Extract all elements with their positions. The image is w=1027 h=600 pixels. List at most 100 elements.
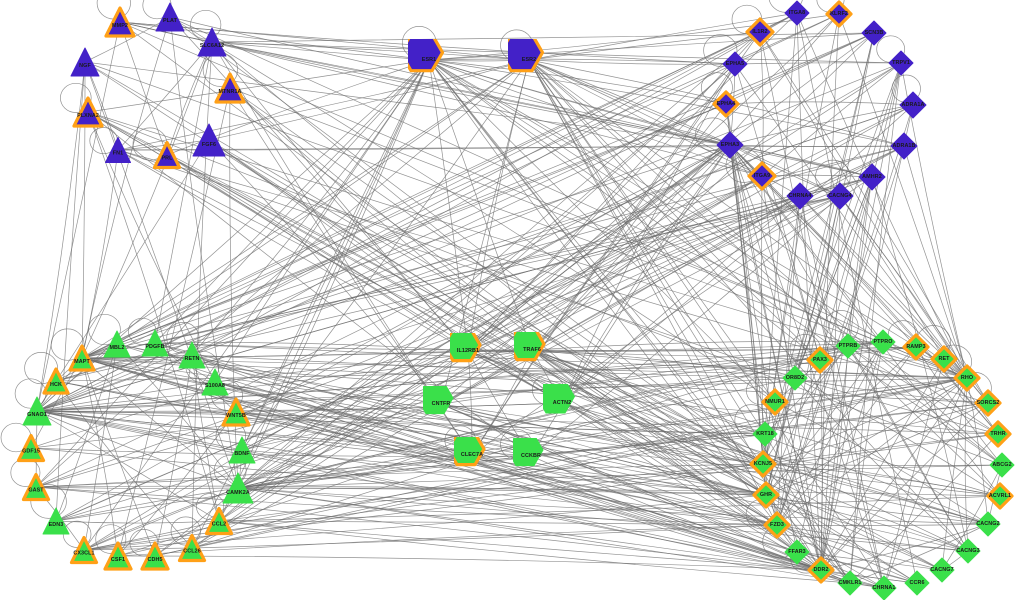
graph-node-csf1[interactable]: CSF1 bbox=[101, 539, 135, 573]
self-loop-edge bbox=[190, 9, 222, 40]
graph-node-gnao1[interactable]: GNAO1 bbox=[19, 393, 55, 429]
graph-node-il12rb1[interactable]: IL12RB1 bbox=[450, 333, 486, 369]
graph-node-il1r2[interactable]: IL1R2 bbox=[744, 16, 776, 48]
graph-node-acvrl1[interactable]: ACVRL1 bbox=[985, 481, 1015, 511]
graph-edge bbox=[528, 59, 778, 526]
graph-node-cacng4[interactable]: CACNG4 bbox=[824, 180, 856, 212]
graph-edge bbox=[229, 87, 822, 571]
graph-edge bbox=[218, 495, 1001, 522]
graph-node-camk2a[interactable]: CAMK2A bbox=[219, 469, 257, 507]
graph-node-abcg2[interactable]: ABCG2 bbox=[987, 450, 1017, 480]
graph-node-kcnj5[interactable]: KCNJ5 bbox=[748, 449, 778, 479]
graph-edge bbox=[116, 103, 727, 345]
graph-edge bbox=[154, 354, 193, 557]
graph-node-amhr2[interactable]: AMHR2 bbox=[856, 161, 888, 193]
graph-edge bbox=[528, 59, 776, 403]
graph-node-mmp2[interactable]: MMP2 bbox=[102, 4, 138, 40]
graph-node-plat[interactable]: PLAT bbox=[152, 0, 188, 35]
graph-node-slc6a12[interactable]: SLC6A12 bbox=[194, 24, 230, 60]
graph-edge bbox=[528, 59, 1003, 466]
graph-edge bbox=[796, 62, 902, 553]
graph-edge bbox=[218, 144, 731, 522]
graph-edge bbox=[241, 59, 530, 451]
graph-node-fzd3[interactable]: FZD3 bbox=[762, 510, 792, 540]
graph-edge bbox=[820, 402, 989, 571]
graph-node-sorcs2[interactable]: SORCS2 bbox=[973, 388, 1003, 418]
graph-node-cntfr[interactable]: CNTFR bbox=[423, 386, 459, 422]
graph-node-cmklr1[interactable]: CMKLR1 bbox=[835, 568, 865, 598]
graph-edge bbox=[229, 87, 764, 465]
graph-node-actn2[interactable]: ACTN2 bbox=[543, 384, 581, 422]
graph-edge bbox=[440, 403, 798, 553]
graph-edge bbox=[169, 16, 764, 465]
graph-node-trpv1[interactable]: TRPV1 bbox=[886, 48, 916, 78]
graph-node-mbl2[interactable]: MBL2 bbox=[100, 327, 134, 361]
graph-edge bbox=[154, 59, 430, 344]
graph-node-scn3b[interactable]: SCN3B bbox=[859, 18, 889, 48]
graph-node-epha4[interactable]: EPHA4 bbox=[711, 89, 741, 119]
graph-edge bbox=[83, 487, 239, 551]
graph-edge bbox=[440, 403, 822, 571]
graph-node-ghr[interactable]: GHR bbox=[751, 480, 781, 510]
graph-node-esr2[interactable]: ESR2 bbox=[508, 39, 550, 81]
graph-node-pdgfb[interactable]: PDGFB bbox=[138, 326, 172, 360]
graph-edge bbox=[30, 346, 917, 449]
graph-node-gast[interactable]: GAST bbox=[20, 471, 53, 504]
graph-node-chrna4[interactable]: CHRNA4 bbox=[784, 180, 816, 212]
graph-edge bbox=[87, 111, 533, 351]
graph-node-bdnf[interactable]: BDNF bbox=[225, 433, 259, 467]
graph-node-trhr[interactable]: TRHR bbox=[983, 419, 1013, 449]
graph-edge bbox=[84, 61, 767, 496]
graph-edge bbox=[528, 59, 885, 589]
graph-node-cacng2[interactable]: CACNG2 bbox=[973, 509, 1003, 539]
graph-node-ptprb[interactable]: PTPRB bbox=[833, 331, 863, 361]
graph-node-cckbr[interactable]: CCKBR bbox=[513, 438, 549, 474]
graph-node-itga9[interactable]: ITGA9 bbox=[746, 160, 778, 192]
graph-edge bbox=[30, 447, 778, 526]
graph-node-adra1a[interactable]: ADRA1A bbox=[897, 89, 929, 121]
graph-node-ptpro[interactable]: PTPRO bbox=[868, 327, 898, 357]
graph-node-fgf6[interactable]: FGF6 bbox=[189, 120, 229, 160]
graph-node-ccr6[interactable]: CCR6 bbox=[902, 568, 932, 598]
graph-edge bbox=[214, 381, 767, 496]
graph-node-s100a8[interactable]: S100A8 bbox=[198, 365, 232, 399]
graph-edge bbox=[84, 61, 731, 146]
graph-edge bbox=[87, 111, 532, 457]
graph-node-chrna1[interactable]: CHRNA1 bbox=[869, 573, 899, 600]
graph-edge bbox=[847, 345, 999, 435]
graph-node-epha5[interactable]: EPHA5 bbox=[720, 49, 750, 79]
graph-node-ngf[interactable]: NGF bbox=[67, 44, 103, 80]
graph-node-klrf2[interactable]: KLRF2 bbox=[824, 0, 854, 29]
graph-edge bbox=[776, 523, 989, 526]
graph-node-ccl26[interactable]: CCL26 bbox=[176, 532, 209, 565]
graph-edge bbox=[81, 12, 798, 359]
graph-node-cx3cl1[interactable]: CX3CL1 bbox=[68, 534, 101, 567]
graph-edge bbox=[119, 21, 767, 496]
graph-node-mtnr1a[interactable]: MTNR1A bbox=[212, 70, 248, 106]
graph-node-traf6[interactable]: TRAF6 bbox=[514, 332, 550, 368]
graph-node-cdh5[interactable]: CDH5 bbox=[138, 539, 172, 573]
graph-edge bbox=[83, 547, 193, 551]
graph-node-ramp3[interactable]: RAMP3 bbox=[901, 332, 931, 362]
graph-node-esr1[interactable]: ESR1 bbox=[408, 39, 450, 81]
graph-edge bbox=[467, 31, 761, 352]
graph-node-itga8[interactable]: ITGA8 bbox=[782, 0, 812, 28]
graph-edge bbox=[36, 410, 778, 526]
graph-node-epha3[interactable]: EPHA3 bbox=[714, 129, 746, 161]
graph-node-ddr2[interactable]: DDR2 bbox=[806, 555, 836, 585]
graph-node-adra1b[interactable]: ADRA1B bbox=[888, 130, 920, 162]
graph-node-wnt5b[interactable]: WNT5B bbox=[219, 395, 253, 429]
graph-node-fn1[interactable]: FN1 bbox=[102, 134, 135, 167]
graph-edge bbox=[214, 381, 764, 465]
graph-node-nmur1[interactable]: NMUR1 bbox=[760, 387, 790, 417]
graph-node-cacng3[interactable]: CACNG3 bbox=[953, 536, 983, 566]
graph-edge bbox=[81, 32, 875, 359]
graph-node-clec7a[interactable]: CLEC7A bbox=[454, 437, 490, 473]
graph-edge bbox=[966, 377, 989, 525]
graph-node-prl[interactable]: PRL bbox=[151, 139, 184, 172]
graph-node-krt18[interactable]: KRT18 bbox=[750, 419, 780, 449]
graph-edge bbox=[796, 551, 918, 584]
graph-node-gdf15[interactable]: GDF15 bbox=[15, 432, 48, 465]
graph-node-plxna2[interactable]: PLXNA2 bbox=[70, 94, 106, 130]
